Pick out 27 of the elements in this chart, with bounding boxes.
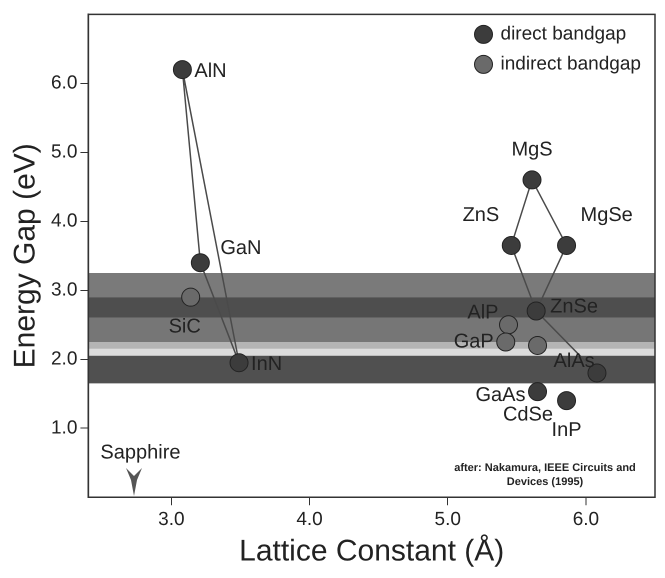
- annotation: Sapphire: [100, 442, 180, 464]
- annotation: after: Nakamura, IEEE Circuits and Devices (1995): [454, 462, 636, 488]
- y-axis-title: Energy Gap (eV): [8, 143, 42, 368]
- x-axis-title: Lattice Constant (Å): [239, 533, 504, 568]
- annotation: GaAs: [476, 384, 526, 406]
- y-tick-label: 6.0: [50, 72, 78, 94]
- y-tick-label: 2.0: [50, 348, 78, 370]
- y-tick-label: 3.0: [50, 280, 78, 301]
- annotation: ZnS: [462, 204, 500, 226]
- annotation: CdSe: [502, 404, 553, 426]
- y-tick-label: 5.0: [50, 142, 78, 163]
- annotation: MgSe: [580, 204, 633, 226]
- annotation: AlP: [467, 301, 499, 324]
- annotation: GaP: [454, 330, 494, 353]
- legend-label: indirect bandgap: [500, 54, 642, 75]
- annotation: AlN: [194, 60, 227, 82]
- annotation: MgS: [511, 138, 553, 160]
- annotation: GaN: [220, 237, 262, 260]
- y-tick-label: 1.0: [50, 417, 78, 438]
- x-tick-label: 6.0: [572, 508, 600, 530]
- x-tick-label: 3.0: [158, 508, 185, 530]
- x-tick-label: 4.0: [296, 508, 323, 530]
- y-tick-label: 4.0: [50, 210, 78, 232]
- annotation: InP: [552, 419, 582, 442]
- x-tick-label: 5.0: [434, 508, 461, 530]
- annotation: SiC: [168, 316, 201, 338]
- legend-label: direct bandgap: [500, 24, 626, 45]
